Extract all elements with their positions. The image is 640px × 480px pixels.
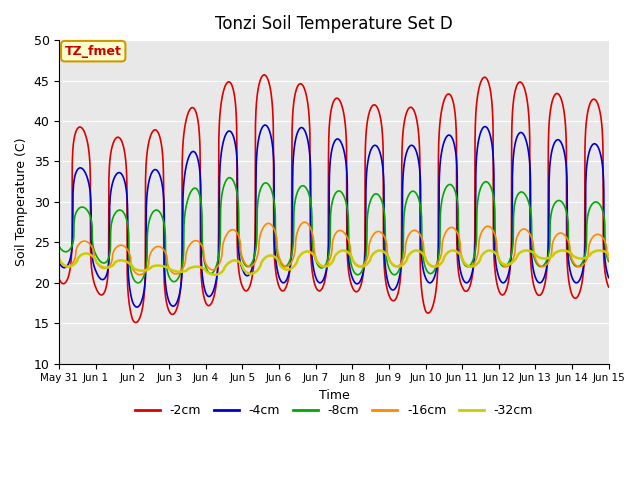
-32cm	[56, 256, 63, 262]
-4cm	[209, 289, 216, 295]
Title: Tonzi Soil Temperature Set D: Tonzi Soil Temperature Set D	[215, 15, 453, 33]
-16cm	[557, 230, 564, 236]
Legend: -2cm, -4cm, -8cm, -16cm, -32cm: -2cm, -4cm, -8cm, -16cm, -32cm	[130, 399, 538, 422]
Y-axis label: Soil Temperature (C): Soil Temperature (C)	[15, 138, 28, 266]
-2cm	[260, 72, 268, 78]
-8cm	[572, 264, 580, 269]
-2cm	[494, 285, 502, 291]
-16cm	[56, 257, 63, 263]
-32cm	[494, 253, 502, 259]
-2cm	[605, 284, 612, 290]
-4cm	[557, 139, 564, 144]
-4cm	[362, 179, 370, 184]
-16cm	[605, 257, 612, 263]
-32cm	[350, 259, 358, 265]
Line: -32cm: -32cm	[60, 251, 609, 275]
-2cm	[132, 320, 140, 325]
Line: -8cm: -8cm	[60, 178, 609, 283]
-16cm	[301, 219, 308, 225]
-8cm	[362, 252, 370, 258]
-2cm	[209, 298, 216, 303]
Line: -4cm: -4cm	[60, 125, 609, 307]
-2cm	[557, 95, 564, 100]
-16cm	[136, 272, 144, 277]
-8cm	[557, 198, 564, 204]
Line: -16cm: -16cm	[60, 222, 609, 275]
-2cm	[572, 295, 580, 301]
-16cm	[572, 262, 580, 268]
-16cm	[209, 267, 216, 273]
-8cm	[494, 254, 502, 260]
-16cm	[494, 252, 502, 258]
-8cm	[350, 269, 358, 275]
-32cm	[556, 248, 564, 253]
-4cm	[133, 304, 141, 310]
-8cm	[134, 280, 141, 286]
-16cm	[362, 258, 370, 264]
Text: TZ_fmet: TZ_fmet	[65, 45, 122, 58]
Line: -2cm: -2cm	[60, 75, 609, 323]
-8cm	[226, 175, 234, 180]
-4cm	[572, 280, 580, 286]
-32cm	[209, 272, 216, 277]
-32cm	[605, 252, 612, 257]
-4cm	[605, 275, 612, 280]
-4cm	[56, 260, 63, 265]
-8cm	[56, 244, 63, 250]
-32cm	[211, 272, 219, 277]
-32cm	[362, 262, 370, 268]
-32cm	[596, 248, 604, 253]
-2cm	[362, 130, 370, 135]
-16cm	[350, 260, 358, 266]
-4cm	[350, 279, 358, 285]
-2cm	[350, 288, 358, 293]
-8cm	[605, 259, 612, 264]
-4cm	[494, 271, 502, 277]
-32cm	[572, 254, 579, 260]
X-axis label: Time: Time	[319, 389, 349, 402]
-4cm	[261, 122, 269, 128]
-2cm	[56, 276, 63, 282]
-8cm	[209, 270, 216, 276]
